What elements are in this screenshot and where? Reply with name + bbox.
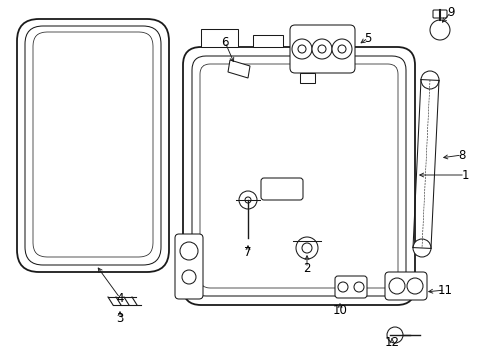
- FancyBboxPatch shape: [33, 32, 153, 257]
- Polygon shape: [227, 60, 249, 78]
- Circle shape: [337, 282, 347, 292]
- Circle shape: [311, 39, 331, 59]
- FancyBboxPatch shape: [200, 64, 397, 288]
- Polygon shape: [201, 29, 238, 47]
- FancyBboxPatch shape: [261, 178, 303, 200]
- Text: 4: 4: [116, 292, 123, 305]
- Text: 7: 7: [244, 246, 251, 258]
- Circle shape: [182, 270, 196, 284]
- FancyBboxPatch shape: [175, 234, 203, 299]
- Text: 5: 5: [364, 32, 371, 45]
- Circle shape: [353, 282, 363, 292]
- FancyBboxPatch shape: [334, 276, 366, 298]
- Circle shape: [331, 39, 351, 59]
- Text: 9: 9: [447, 5, 454, 18]
- Circle shape: [388, 278, 404, 294]
- FancyBboxPatch shape: [192, 56, 405, 296]
- FancyBboxPatch shape: [17, 19, 169, 272]
- Circle shape: [420, 71, 438, 89]
- Text: 1: 1: [460, 168, 468, 181]
- Text: 10: 10: [332, 303, 347, 316]
- FancyBboxPatch shape: [432, 10, 446, 18]
- Circle shape: [302, 243, 311, 253]
- Text: 3: 3: [116, 311, 123, 324]
- Circle shape: [239, 191, 257, 209]
- Text: 2: 2: [303, 261, 310, 275]
- Text: 12: 12: [384, 336, 399, 348]
- Text: 11: 11: [437, 284, 451, 297]
- FancyBboxPatch shape: [25, 26, 161, 265]
- Text: 8: 8: [457, 149, 465, 162]
- FancyBboxPatch shape: [289, 25, 354, 73]
- FancyBboxPatch shape: [183, 47, 414, 305]
- Circle shape: [337, 45, 346, 53]
- FancyBboxPatch shape: [384, 272, 426, 300]
- Circle shape: [244, 197, 250, 203]
- Circle shape: [317, 45, 325, 53]
- Circle shape: [291, 39, 311, 59]
- Polygon shape: [252, 35, 283, 47]
- Circle shape: [412, 239, 430, 257]
- Circle shape: [406, 278, 422, 294]
- Circle shape: [295, 237, 317, 259]
- Circle shape: [386, 327, 402, 343]
- Polygon shape: [299, 73, 314, 83]
- Circle shape: [297, 45, 305, 53]
- Circle shape: [429, 20, 449, 40]
- Text: 6: 6: [221, 36, 228, 49]
- Circle shape: [180, 242, 198, 260]
